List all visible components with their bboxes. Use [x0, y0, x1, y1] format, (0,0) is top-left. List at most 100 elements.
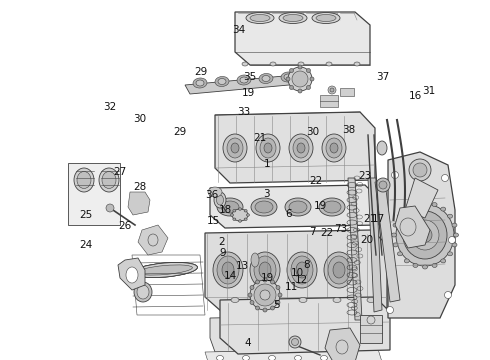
Ellipse shape [276, 301, 280, 305]
Text: 24: 24 [79, 240, 93, 250]
Ellipse shape [250, 252, 280, 288]
Ellipse shape [218, 78, 226, 85]
Ellipse shape [233, 210, 236, 212]
Ellipse shape [133, 262, 197, 278]
Ellipse shape [270, 62, 276, 66]
Ellipse shape [279, 13, 307, 23]
Polygon shape [215, 112, 375, 183]
Polygon shape [118, 258, 145, 290]
Ellipse shape [242, 62, 248, 66]
Ellipse shape [377, 141, 387, 155]
Ellipse shape [404, 259, 409, 263]
Ellipse shape [255, 306, 260, 310]
Ellipse shape [231, 143, 239, 153]
Ellipse shape [418, 228, 432, 243]
Ellipse shape [251, 198, 277, 216]
Text: 3: 3 [263, 189, 270, 199]
Ellipse shape [134, 282, 152, 302]
Text: 19: 19 [242, 88, 255, 98]
Ellipse shape [392, 233, 396, 237]
Ellipse shape [322, 134, 346, 162]
Ellipse shape [250, 14, 270, 22]
Ellipse shape [404, 207, 409, 211]
Ellipse shape [376, 178, 390, 192]
Text: 35: 35 [243, 72, 257, 82]
Ellipse shape [289, 134, 313, 162]
Ellipse shape [244, 210, 247, 212]
Ellipse shape [256, 134, 280, 162]
Ellipse shape [326, 138, 342, 158]
Ellipse shape [328, 86, 336, 94]
Polygon shape [205, 230, 387, 312]
Text: 21: 21 [363, 213, 377, 224]
Ellipse shape [254, 256, 276, 284]
Ellipse shape [237, 75, 251, 85]
Ellipse shape [239, 220, 242, 222]
Polygon shape [210, 315, 380, 352]
Ellipse shape [221, 201, 239, 213]
Text: 14: 14 [223, 271, 237, 282]
Ellipse shape [217, 198, 243, 216]
Ellipse shape [306, 68, 311, 72]
Ellipse shape [354, 62, 360, 66]
Ellipse shape [441, 207, 446, 211]
Text: 29: 29 [173, 127, 187, 137]
Ellipse shape [333, 262, 345, 278]
Ellipse shape [74, 168, 94, 192]
Ellipse shape [255, 201, 273, 213]
Ellipse shape [133, 262, 197, 278]
Ellipse shape [447, 252, 453, 256]
Text: 10: 10 [291, 267, 304, 278]
Ellipse shape [441, 175, 448, 181]
Ellipse shape [239, 208, 242, 210]
Text: 30: 30 [306, 127, 319, 137]
Ellipse shape [294, 356, 301, 360]
Text: 33: 33 [237, 107, 250, 117]
Ellipse shape [284, 74, 292, 80]
Text: 13: 13 [236, 261, 249, 271]
Ellipse shape [290, 85, 294, 90]
Ellipse shape [296, 262, 308, 278]
Text: 16: 16 [409, 91, 422, 102]
Text: 20: 20 [360, 235, 373, 246]
Text: 11: 11 [285, 282, 298, 292]
Polygon shape [388, 152, 455, 318]
Ellipse shape [286, 77, 290, 81]
Text: 17: 17 [372, 213, 386, 224]
Text: 22: 22 [320, 228, 334, 238]
Polygon shape [128, 192, 150, 215]
Ellipse shape [291, 256, 313, 284]
Ellipse shape [138, 265, 193, 275]
Bar [68, 163, 120, 225]
Polygon shape [220, 297, 390, 354]
Bar [340, 88, 354, 96]
Ellipse shape [265, 297, 273, 302]
Ellipse shape [269, 356, 275, 360]
Ellipse shape [448, 237, 456, 243]
Ellipse shape [283, 14, 303, 22]
Ellipse shape [137, 285, 149, 299]
Ellipse shape [397, 252, 402, 256]
Text: 4: 4 [244, 338, 251, 348]
Ellipse shape [316, 14, 336, 22]
Text: 34: 34 [232, 24, 245, 35]
Text: 23: 23 [358, 171, 372, 181]
Polygon shape [138, 225, 168, 255]
Text: 26: 26 [118, 221, 132, 231]
Ellipse shape [288, 67, 312, 91]
Text: 19: 19 [260, 273, 274, 283]
Ellipse shape [297, 143, 305, 153]
Ellipse shape [299, 297, 307, 302]
Ellipse shape [255, 280, 260, 284]
Ellipse shape [298, 89, 302, 93]
Ellipse shape [217, 195, 223, 205]
Ellipse shape [392, 171, 398, 179]
Ellipse shape [298, 65, 302, 69]
Ellipse shape [214, 192, 226, 208]
Polygon shape [375, 182, 400, 302]
Ellipse shape [411, 220, 439, 250]
Text: 73: 73 [334, 224, 347, 234]
Ellipse shape [278, 293, 282, 297]
Ellipse shape [126, 267, 138, 283]
Text: 30: 30 [133, 114, 146, 124]
